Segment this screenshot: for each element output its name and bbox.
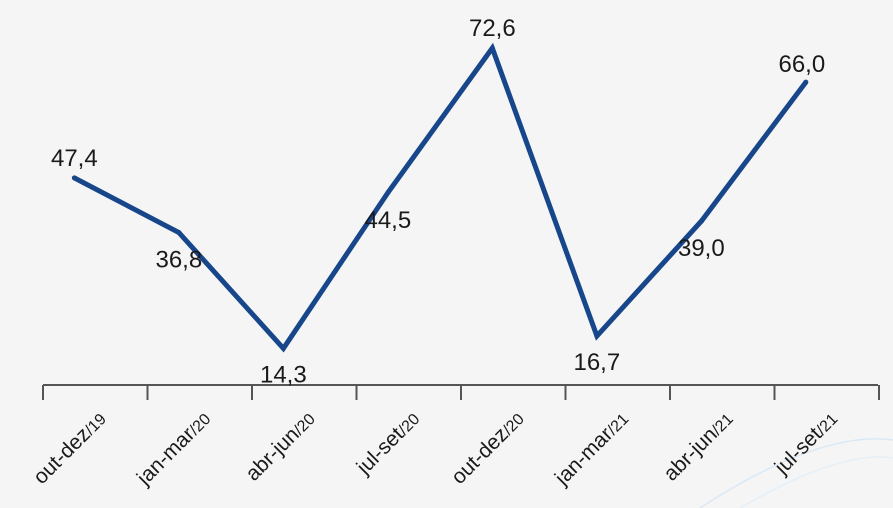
x-tick-labels: out-dez/19 jan-mar/20 abr-jun/20 jul-set/20… [29, 407, 842, 491]
data-label: 16,7 [573, 349, 620, 376]
x-tick-label: jan-mar/21 [550, 407, 633, 490]
x-axis-ticks [42, 385, 880, 400]
x-tick-label-period: jan-mar [132, 423, 199, 490]
x-tick-label: abr-jun/20 [241, 407, 319, 485]
data-label: 47,4 [51, 145, 98, 172]
data-label: 66,0 [778, 51, 825, 78]
data-label: 44,5 [364, 207, 411, 234]
x-tick-label-period: abr-jun [241, 423, 303, 485]
data-label: 39,0 [678, 235, 725, 262]
x-tick-label: abr-jun/21 [659, 407, 737, 485]
data-label: 36,8 [155, 246, 202, 273]
data-point [71, 175, 77, 181]
data-point [385, 190, 391, 196]
x-tick-label: out-dez/20 [447, 407, 529, 489]
x-tick-label-period: out-dez [29, 423, 95, 489]
decorative-background [699, 438, 893, 508]
data-point [594, 333, 600, 339]
x-tick-label: jul-set/21 [770, 407, 842, 479]
data-point [489, 45, 495, 51]
x-tick-label: jan-mar/20 [132, 407, 215, 490]
data-labels: 47,4 36,8 14,3 44,5 72,6 16,7 39,0 66,0 [51, 15, 825, 388]
x-tick-label: out-dez/19 [29, 407, 111, 489]
x-tick-label-period: abr-jun [659, 423, 721, 485]
x-tick-label: jul-set/20 [352, 407, 424, 479]
data-point [176, 229, 182, 235]
data-point [280, 345, 286, 351]
data-point [698, 218, 704, 224]
series-line [73, 42, 808, 353]
x-tick-label-period: jan-mar [550, 423, 617, 490]
data-label: 14,3 [260, 361, 307, 388]
x-tick-label-period: out-dez [447, 423, 513, 489]
data-point [803, 79, 809, 85]
data-label: 72,6 [469, 15, 516, 42]
